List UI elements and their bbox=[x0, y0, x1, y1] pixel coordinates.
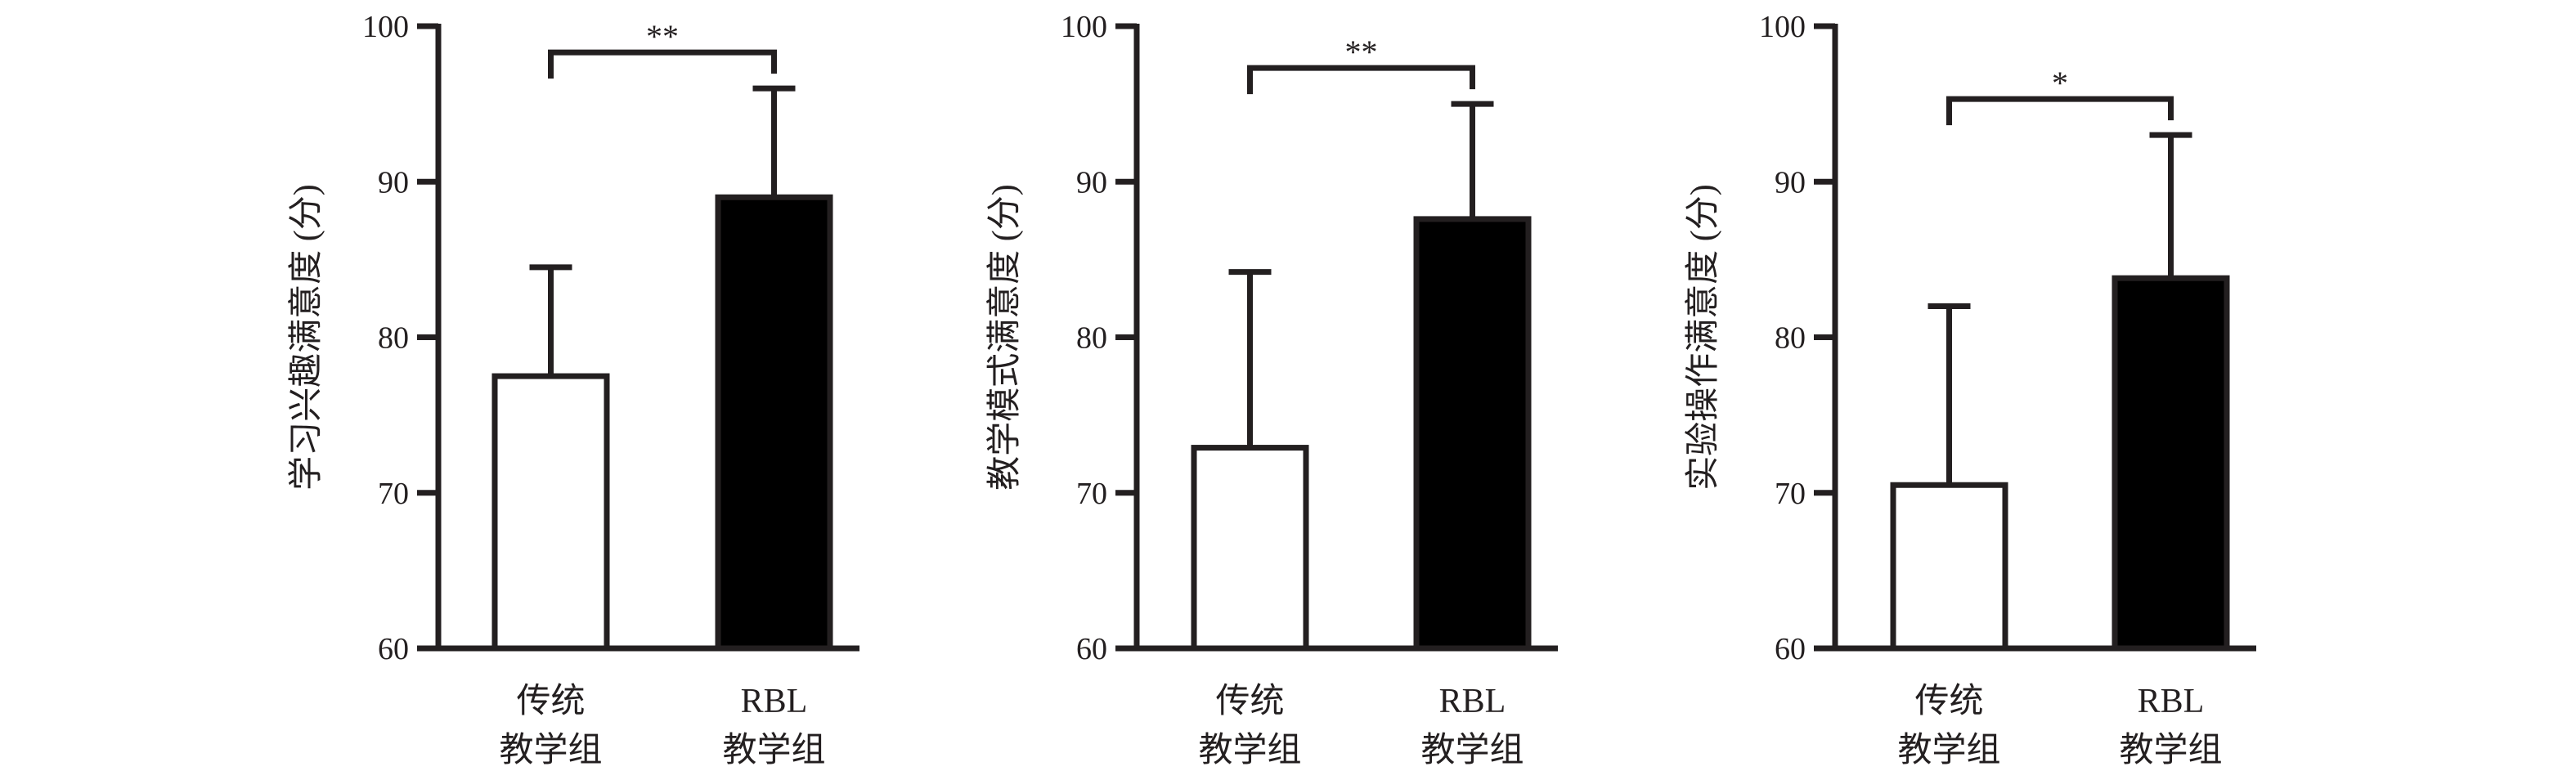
y-tick-label: 70 bbox=[1775, 477, 1806, 511]
y-tick-label: 70 bbox=[378, 477, 409, 511]
bar-traditional-group bbox=[1191, 445, 1309, 652]
y-tick-label: 60 bbox=[378, 632, 409, 666]
y-tick-label: 80 bbox=[378, 321, 409, 356]
x-category-label: 传统 bbox=[1914, 683, 1983, 720]
significance-bracket bbox=[1247, 65, 1475, 95]
y-tick-label: 70 bbox=[1076, 477, 1107, 511]
x-category-label: RBL bbox=[741, 683, 808, 720]
bar-rbl-group bbox=[2112, 275, 2230, 652]
y-tick-label: 100 bbox=[1061, 10, 1107, 44]
y-tick-label: 100 bbox=[1759, 10, 1806, 44]
bar-rbl-group bbox=[715, 194, 833, 652]
y-tick-label: 90 bbox=[1076, 165, 1107, 199]
y-axis-label: 学习兴趣满意度 (分) bbox=[287, 184, 325, 490]
x-category-label: 教学组 bbox=[1897, 731, 2000, 769]
y-tick-label: 80 bbox=[1775, 321, 1806, 356]
x-category-label: 传统 bbox=[516, 683, 585, 720]
x-category-label: RBL bbox=[1439, 683, 1506, 720]
significance-bracket bbox=[1946, 96, 2174, 126]
x-category-label: RBL bbox=[2138, 683, 2205, 720]
significance-label: ** bbox=[646, 18, 679, 55]
bar-rbl-group bbox=[1413, 216, 1532, 652]
x-category-label: 教学组 bbox=[1198, 731, 1301, 769]
y-tick-label: 60 bbox=[1076, 632, 1107, 666]
significance-label: ** bbox=[1345, 34, 1378, 70]
x-category-label: 教学组 bbox=[2119, 731, 2222, 769]
y-tick-label: 100 bbox=[362, 10, 409, 44]
y-tick-label: 80 bbox=[1076, 321, 1107, 356]
significance-label: * bbox=[2052, 65, 2068, 101]
x-category-label: 教学组 bbox=[499, 731, 602, 769]
significance-bracket bbox=[548, 49, 777, 79]
bar-traditional-group bbox=[491, 373, 610, 652]
x-category-label: 传统 bbox=[1215, 683, 1284, 720]
bar-traditional-group bbox=[1890, 482, 2008, 652]
y-tick-label: 60 bbox=[1775, 632, 1806, 666]
x-category-label: 教学组 bbox=[722, 731, 825, 769]
y-axis-label: 实验操作满意度 (分) bbox=[1684, 184, 1722, 490]
y-axis-label: 教学模式满意度 (分) bbox=[985, 184, 1024, 490]
y-tick-label: 90 bbox=[378, 165, 409, 199]
y-tick-label: 90 bbox=[1775, 165, 1806, 199]
x-category-label: 教学组 bbox=[1420, 731, 1524, 769]
